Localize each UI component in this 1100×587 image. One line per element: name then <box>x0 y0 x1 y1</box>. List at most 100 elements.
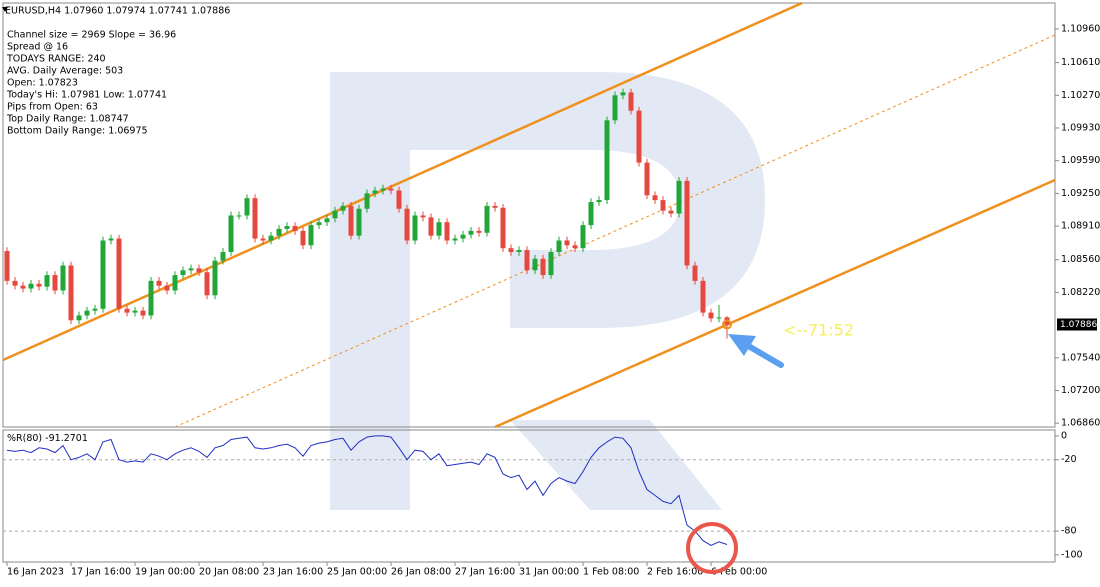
candle-body <box>156 280 162 286</box>
candle-body <box>124 308 130 313</box>
candle-body <box>196 268 202 273</box>
indicator-tick-label: -100 <box>1061 549 1083 560</box>
info-line: Channel size = 2969 Slope = 36.96 <box>7 30 176 41</box>
watermark <box>330 72 765 510</box>
candle-body <box>380 188 386 191</box>
y-tick-label: 1.10960 <box>1061 23 1100 34</box>
candle-body <box>92 308 98 311</box>
arrow <box>728 334 784 368</box>
candle-body <box>308 225 314 246</box>
info-line: AVG. Daily Average: 503 <box>7 66 123 77</box>
info-line: Bottom Daily Range: 1.06975 <box>7 126 148 137</box>
candle-body <box>556 240 562 253</box>
candle-body <box>316 222 322 226</box>
indicator-tick-label: -80 <box>1061 526 1077 537</box>
candle-body <box>364 193 370 209</box>
candle-body <box>620 92 626 96</box>
candle-body <box>484 205 490 233</box>
y-tick-label: 1.07200 <box>1061 385 1100 396</box>
x-tick-label: 26 Jan 08:00 <box>391 567 451 578</box>
arrow-shaft <box>742 341 784 368</box>
info-line: TODAYS RANGE: 240 <box>6 54 106 65</box>
candle-body <box>260 238 266 241</box>
candle-body <box>372 190 378 194</box>
channel-bottom <box>494 178 1056 429</box>
candle-body <box>268 235 274 241</box>
candle-body <box>132 310 138 313</box>
info-line: Pips from Open: 63 <box>7 102 98 113</box>
candle-body <box>468 230 474 235</box>
candle-body <box>148 280 154 316</box>
candle-body <box>332 210 338 219</box>
candle-body <box>140 310 146 316</box>
y-tick-label: 1.08560 <box>1061 254 1100 265</box>
candle-body <box>204 272 210 296</box>
candle-body <box>700 280 706 313</box>
indicator-line <box>6 435 728 546</box>
y-tick-label: 1.07540 <box>1061 352 1100 363</box>
candle-body <box>52 275 58 291</box>
candle-body <box>284 226 290 229</box>
candle-body <box>164 285 170 291</box>
candle-body <box>660 200 666 211</box>
x-tick-label: 25 Jan 00:00 <box>327 567 387 578</box>
candle-body <box>20 285 26 289</box>
header-icon <box>2 7 8 12</box>
candle-body <box>716 317 722 319</box>
candle-body <box>452 238 458 241</box>
candle-body <box>172 275 178 291</box>
candle-body <box>692 265 698 281</box>
highlight-circle <box>686 522 738 574</box>
candle-body <box>68 265 74 321</box>
candle-body <box>500 207 506 249</box>
arrow-head <box>728 334 756 356</box>
candle-body <box>44 275 50 287</box>
indicator-value: -91.2701 <box>45 433 88 444</box>
candle-body <box>228 215 234 253</box>
indicator-name: %R(80) <box>7 433 42 444</box>
header: EURUSD,H4 1.07960 1.07974 1.07741 1.0788… <box>5 6 230 17</box>
last-close-marker <box>722 319 732 330</box>
candle-body <box>220 252 226 261</box>
info-panel: Channel size = 2969 Slope = 36.96Spread … <box>6 30 176 137</box>
candle-body <box>36 283 42 287</box>
logo-leg <box>510 420 722 510</box>
candle-body <box>404 208 410 241</box>
channel-top <box>2 1 803 362</box>
candle-body <box>396 190 402 209</box>
candle-body <box>340 205 346 211</box>
candle-body <box>388 188 394 191</box>
candle-body <box>668 210 674 214</box>
candle-body <box>532 258 538 271</box>
candle-body <box>596 200 602 203</box>
candle-body <box>292 226 298 231</box>
candle-body <box>476 230 482 233</box>
x-tick-label: 31 Jan 00:00 <box>519 567 579 578</box>
candle-body <box>348 205 354 236</box>
candle-body <box>236 215 242 217</box>
candle-body <box>4 251 10 281</box>
x-tick-label: 2 Feb 16:00 <box>647 567 703 578</box>
y-tick-label: 1.06860 <box>1061 418 1100 429</box>
indicator-panel <box>2 429 1056 563</box>
logo-bowl <box>410 72 765 328</box>
y-tick-label: 1.08910 <box>1061 221 1100 232</box>
candle-body <box>444 222 450 241</box>
candle-body <box>580 225 586 249</box>
candle-body <box>100 240 106 309</box>
candle-body <box>460 234 466 239</box>
candle-body <box>188 268 194 271</box>
candle-body <box>12 280 18 286</box>
candle-body <box>356 208 362 236</box>
y-tick-label: 1.09930 <box>1061 122 1100 133</box>
indicator-tick-label: 0 <box>1061 430 1067 441</box>
candle-body <box>76 315 82 321</box>
candle-body <box>300 230 306 246</box>
y-tick-label: 1.08220 <box>1061 287 1100 298</box>
candle-body <box>252 198 258 239</box>
candle-body <box>548 252 554 276</box>
y-tick-label: 1.10270 <box>1061 90 1100 101</box>
candle-body <box>244 198 250 216</box>
x-tick-label: 23 Jan 16:00 <box>263 567 323 578</box>
